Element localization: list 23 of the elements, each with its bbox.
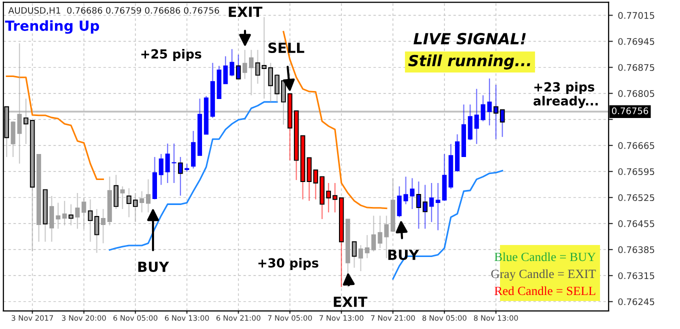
annotation: BUY: [138, 262, 170, 272]
annotation: Trending Up: [5, 20, 100, 34]
y-tick-label: 0.76595: [618, 168, 654, 176]
y-tick-label: 0.76805: [618, 90, 654, 97]
y-tick-label: 0.76665: [618, 142, 654, 150]
ref-line-label: 0.76756: [612, 107, 648, 114]
annotation: Still running...: [408, 54, 530, 70]
annotation: LIVE SIGNAL!: [414, 32, 526, 44]
annotation: EXIT: [334, 296, 368, 307]
annotation: +30 pips: [258, 258, 318, 270]
y-tick-label: 0.76875: [618, 64, 654, 71]
y-tick-label: 0.76385: [618, 246, 654, 254]
y-tick-label: 0.76245: [618, 298, 654, 306]
y-tick-label: 0.76315: [618, 272, 654, 280]
annotation: EXIT: [228, 6, 262, 17]
y-tick-label: 0.76455: [618, 220, 654, 228]
y-tick-label: 0.76525: [618, 194, 654, 202]
chart-title: AUDUSD,H1 0.76686 0.76759 0.76686 0.76756: [8, 7, 220, 15]
annotation: BUY: [388, 250, 420, 260]
annotation: +25 pips: [141, 48, 202, 62]
y-tick-label: 0.77015: [618, 12, 654, 19]
y-tick-label: 0.76945: [618, 38, 654, 45]
annotation: +23 pips already...: [534, 82, 598, 108]
